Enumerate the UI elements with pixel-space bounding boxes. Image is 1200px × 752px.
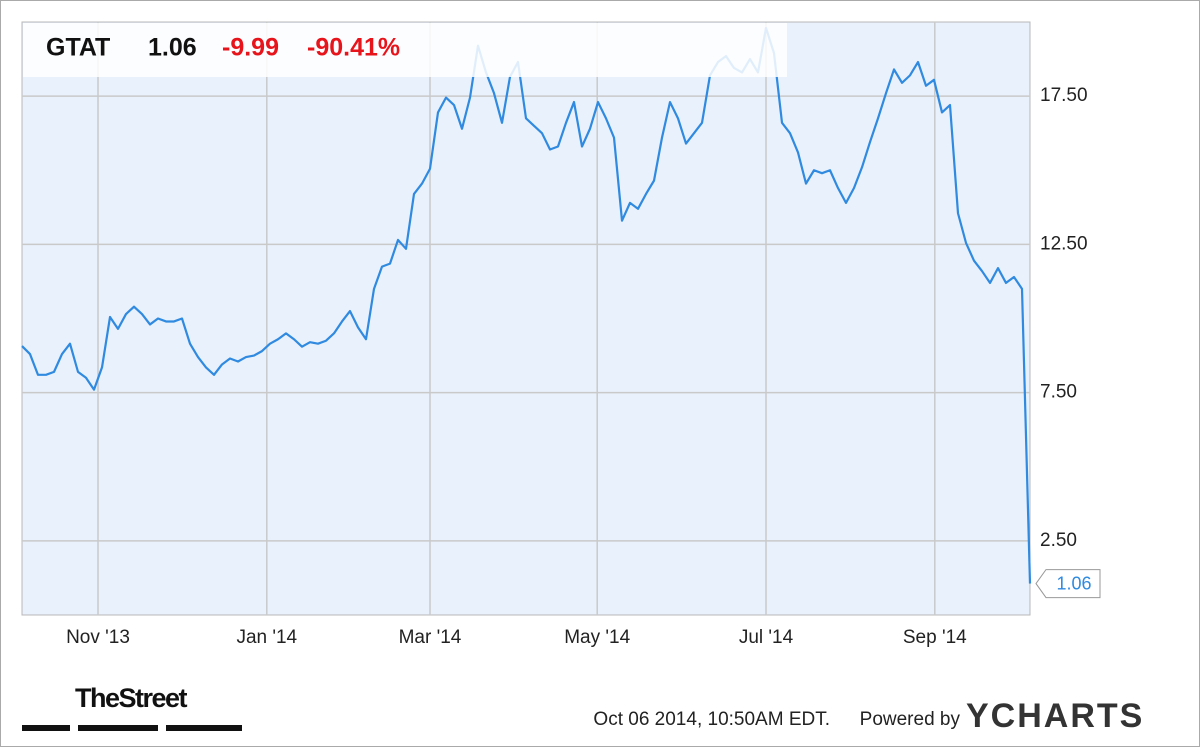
labels: 2.50 7.50 12.50 17.50 Nov '13 Jan '14 Mar '14 M… xyxy=(66,85,1101,648)
y-tick-label: 2.50 xyxy=(1040,530,1077,551)
brand-logo: YCHARTS xyxy=(966,697,1144,735)
source-logo: TheStreet xyxy=(75,683,188,713)
y-tick-label: 7.50 xyxy=(1040,382,1077,403)
lines xyxy=(21,26,1032,584)
ticker: GTAT xyxy=(46,34,110,62)
price-line xyxy=(21,26,1032,584)
plot-area xyxy=(21,21,1031,616)
logo-bar xyxy=(22,725,70,731)
x-tick-label: Sep '14 xyxy=(903,627,967,648)
change-percent: -90.41% xyxy=(307,34,400,62)
y-tick-label: 12.50 xyxy=(1040,233,1088,254)
x-tick-label: May '14 xyxy=(564,627,630,648)
value-label: 1.06 xyxy=(1056,573,1091,593)
timestamp: Oct 06 2014, 10:50AM EDT. xyxy=(593,709,830,730)
value-label-box xyxy=(1035,569,1101,599)
x-tick-label: Nov '13 xyxy=(66,627,130,648)
x-tick-label: Jan '14 xyxy=(236,627,297,648)
quote-box xyxy=(23,23,787,77)
logo-bar xyxy=(166,725,242,731)
logo-bar xyxy=(78,725,158,731)
price: 1.06 xyxy=(148,34,197,62)
x-tick-label: Jul '14 xyxy=(739,627,794,648)
y-tick-label: 17.50 xyxy=(1040,85,1088,106)
powered-by: Powered by xyxy=(860,709,961,730)
x-tick-label: Mar '14 xyxy=(399,627,462,648)
change: -9.99 xyxy=(222,34,279,62)
grid xyxy=(22,22,1030,615)
